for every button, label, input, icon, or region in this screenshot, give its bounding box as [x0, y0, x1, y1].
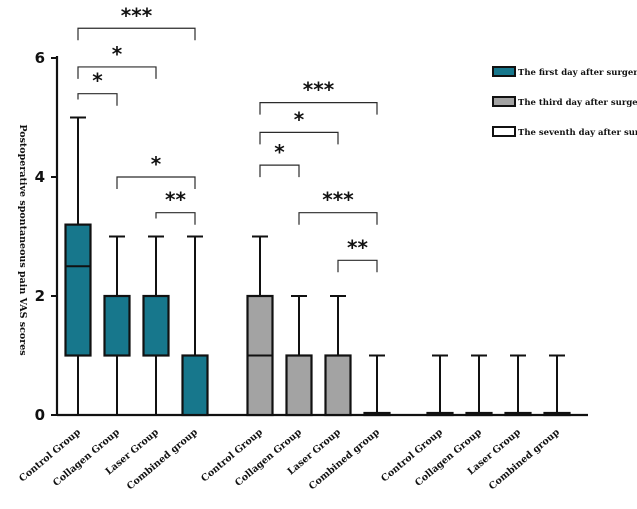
significance-bracket [298, 212, 378, 225]
significance-bracket [77, 93, 118, 106]
category-label: Collagen Group [233, 427, 304, 489]
y-tick-label: 2 [35, 287, 45, 305]
significance-label: ** [165, 188, 186, 212]
significance-bracket [155, 212, 196, 225]
y-tick-label: 0 [35, 406, 45, 424]
significance-label: *** [121, 3, 153, 27]
significance-bracket [337, 259, 378, 273]
box [324, 354, 352, 417]
legend-swatch [492, 126, 516, 137]
legend-swatch [492, 66, 516, 77]
significance-bracket [259, 164, 300, 178]
y-tick-label: 6 [35, 49, 45, 67]
significance-label: ** [347, 235, 368, 259]
legend: The first day after surgery The third day… [492, 66, 637, 138]
category-label: Combined group [125, 427, 200, 493]
box [142, 294, 170, 357]
box [103, 294, 131, 357]
significance-bracket [77, 66, 157, 79]
legend-label: The seventh day after surger [518, 128, 637, 138]
box [285, 354, 313, 417]
significance-label: *** [322, 188, 354, 212]
significance-bracket [259, 102, 378, 115]
significance-bracket [259, 131, 339, 145]
significance-label: * [151, 152, 162, 176]
box [181, 354, 209, 417]
y-tick-label: 4 [35, 168, 45, 186]
significance-label: * [92, 69, 103, 93]
significance-label: *** [303, 78, 335, 102]
category-label: Combined group [307, 427, 382, 493]
legend-label: The third day after surgery [518, 98, 637, 108]
category-label: Collagen Group [51, 427, 122, 489]
significance-bracket [77, 27, 196, 41]
significance-label: * [274, 140, 285, 164]
legend-label: The first day after surgery [518, 68, 637, 78]
significance-label: * [112, 42, 123, 66]
category-label: Collagen Group [413, 427, 484, 489]
box [64, 223, 92, 357]
legend-swatch [492, 96, 516, 107]
significance-bracket [116, 176, 196, 189]
y-axis-label: Postoperative spontaneous pain VAS score… [17, 124, 28, 355]
category-label: Combined group [487, 427, 562, 493]
significance-label: * [294, 107, 305, 131]
